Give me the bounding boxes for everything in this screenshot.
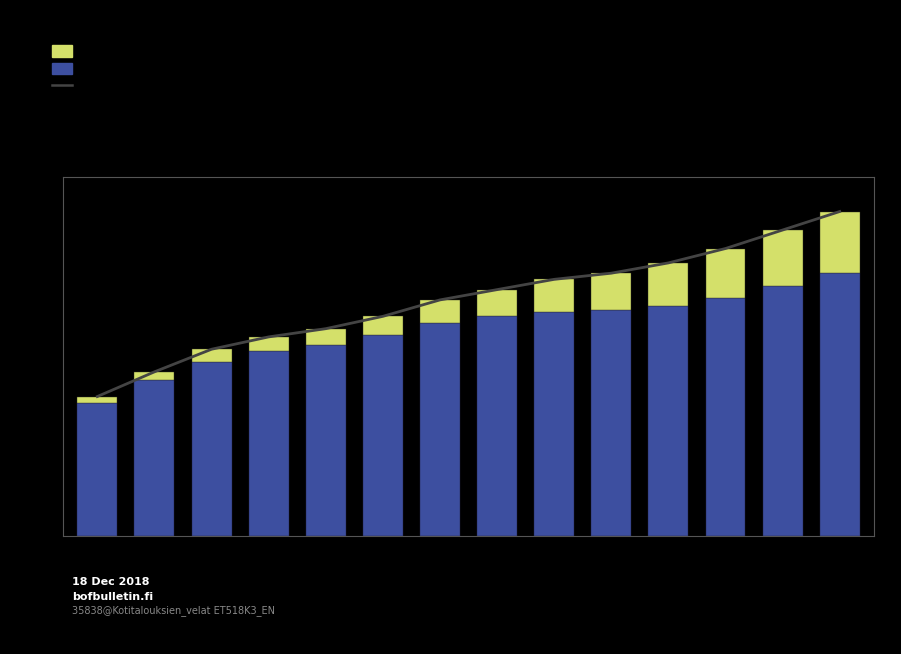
Bar <box>591 310 632 536</box>
Bar <box>420 322 460 536</box>
Bar <box>77 403 117 536</box>
Bar <box>820 273 860 536</box>
Text: 18 Dec 2018: 18 Dec 2018 <box>72 577 150 587</box>
Bar <box>649 263 688 306</box>
Bar <box>305 329 346 345</box>
Bar <box>363 317 403 335</box>
Bar <box>192 362 232 536</box>
Bar <box>363 335 403 536</box>
Bar <box>134 372 175 380</box>
Bar <box>762 286 803 536</box>
Bar <box>649 306 688 536</box>
Bar <box>762 230 803 286</box>
Bar <box>305 345 346 536</box>
Bar <box>134 380 175 536</box>
Bar <box>478 317 517 536</box>
Bar <box>820 211 860 273</box>
Bar <box>591 273 632 310</box>
Bar <box>249 351 288 536</box>
Bar <box>249 337 288 351</box>
Legend: Housing company loans, Household housing loans, Total: Housing company loans, Household housing… <box>52 45 218 92</box>
Text: bofbulletin.fi: bofbulletin.fi <box>72 593 153 602</box>
Bar <box>705 298 745 536</box>
Text: 35838@Kotitalouksien_velat ET518K3_EN: 35838@Kotitalouksien_velat ET518K3_EN <box>72 606 275 616</box>
Bar <box>420 300 460 322</box>
Bar <box>77 396 117 403</box>
Bar <box>478 290 517 317</box>
Bar <box>534 279 574 312</box>
Bar <box>534 312 574 536</box>
Bar <box>192 349 232 362</box>
Bar <box>705 249 745 298</box>
